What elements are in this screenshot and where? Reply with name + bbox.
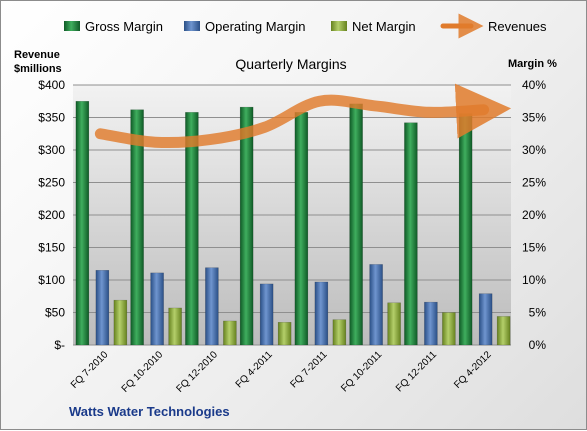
bar-operating-margin-fq-12-2011	[424, 301, 438, 346]
bar-net-margin-fq-7-2011	[332, 319, 347, 346]
bar-operating-margin-fq-7-2011	[314, 281, 329, 346]
gridlines	[73, 84, 511, 346]
right-tick-label: 15%	[522, 241, 546, 255]
bars-group	[75, 101, 511, 346]
right-axis-ticks: 0% 5% 10% 15% 20% 25% 30% 35% 40%	[522, 78, 546, 352]
bar-gross-margin-fq-4-2012	[458, 113, 473, 346]
bar-operating-margin-fq-12-2010	[205, 267, 219, 346]
x-tick-label: FQ 12-2010	[174, 349, 220, 395]
left-tick-label: $100	[38, 273, 65, 287]
right-tick-label: 20%	[522, 208, 546, 222]
left-tick-label: $350	[38, 111, 65, 125]
x-tick-label: FQ 4-2012	[452, 349, 494, 391]
bar-operating-margin-fq-4-2011	[259, 283, 274, 346]
left-tick-label: $250	[38, 176, 65, 190]
right-tick-label: 10%	[522, 273, 546, 287]
legend-label-gross-margin: Gross Margin	[85, 19, 163, 34]
bar-net-margin-fq-12-2010	[223, 320, 237, 346]
bar-gross-margin-fq-4-2011	[239, 106, 254, 346]
bar-operating-margin-fq-7-2010	[95, 270, 110, 346]
bar-gross-margin-fq-10-2010	[130, 109, 144, 346]
chart-title: Quarterly Margins	[235, 56, 346, 72]
revenues-line-group	[94, 83, 512, 149]
right-tick-label: 30%	[522, 143, 546, 157]
left-tick-label: $200	[38, 208, 65, 222]
x-tick-label: FQ 12-2011	[394, 349, 439, 394]
bar-net-margin-fq-7-2010	[113, 299, 128, 346]
bar-gross-margin-fq-7-2011	[294, 112, 309, 346]
right-axis-label: Margin %	[508, 58, 557, 70]
left-tick-label: $-	[54, 338, 65, 352]
legend-label-net-margin: Net Margin	[352, 19, 416, 34]
bar-net-margin-fq-12-2011	[442, 312, 456, 346]
bar-net-margin-fq-4-2011	[277, 322, 292, 346]
x-tick-label: FQ 10-2011	[339, 349, 384, 394]
legend-swatch-net-margin	[331, 21, 347, 31]
bar-operating-margin-fq-10-2010	[150, 272, 164, 346]
legend-item-gross-margin: Gross Margin	[64, 19, 163, 34]
company-name: Watts Water Technologies	[69, 404, 230, 419]
bar-operating-margin-fq-10-2011	[369, 264, 383, 346]
left-tick-label: $150	[38, 241, 65, 255]
right-tick-label: 5%	[529, 306, 547, 320]
x-tick-label: FQ 7-2010	[69, 349, 111, 391]
left-tick-label: $300	[38, 143, 65, 157]
bar-gross-margin-fq-10-2011	[349, 103, 363, 346]
bar-net-margin-fq-10-2010	[168, 307, 182, 346]
revenues-line	[94, 83, 512, 149]
left-tick-label: $50	[45, 306, 65, 320]
bar-net-margin-fq-10-2011	[387, 302, 401, 346]
bar-net-margin-fq-4-2012	[496, 316, 511, 346]
bar-gross-margin-fq-12-2011	[404, 122, 418, 346]
legend-label-revenues: Revenues	[488, 19, 547, 34]
right-tick-label: 0%	[529, 338, 547, 352]
right-tick-label: 40%	[522, 78, 546, 92]
left-axis-label-line2: $millions	[14, 63, 62, 75]
left-axis-label-line1: Revenue	[14, 49, 60, 61]
left-tick-label: $400	[38, 78, 65, 92]
legend: Gross Margin Operating Margin Net Margin…	[64, 13, 547, 39]
bar-gross-margin-fq-7-2010	[75, 101, 90, 346]
legend-swatch-gross-margin	[64, 21, 80, 31]
right-tick-label: 25%	[522, 176, 546, 190]
bar-gross-margin-fq-12-2010	[185, 112, 199, 346]
x-tick-label: FQ 10-2010	[120, 349, 166, 395]
bar-operating-margin-fq-4-2012	[478, 293, 493, 346]
x-tick-label: FQ 4-2011	[234, 349, 275, 390]
legend-swatch-operating-margin	[184, 21, 200, 31]
legend-item-revenues: Revenues	[440, 13, 547, 39]
x-tick-label: FQ 7-2011	[288, 349, 329, 390]
legend-item-net-margin: Net Margin	[331, 19, 416, 34]
left-axis-ticks: $- $50 $100 $150 $200 $250 $300 $350 $400	[38, 78, 65, 352]
legend-item-operating-margin: Operating Margin	[184, 19, 305, 34]
right-tick-label: 35%	[522, 111, 546, 125]
legend-label-operating-margin: Operating Margin	[205, 19, 305, 34]
x-axis-labels: FQ 7-2010 FQ 10-2010 FQ 12-2010 FQ 4-2011 FQ…	[69, 349, 494, 395]
